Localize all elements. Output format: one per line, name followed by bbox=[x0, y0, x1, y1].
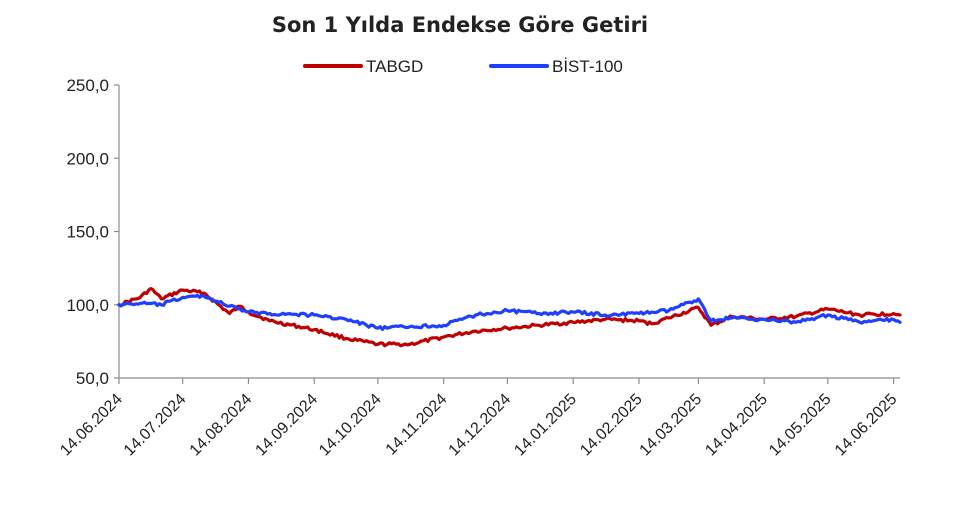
x-tick-label: 14.04.2025 bbox=[702, 391, 771, 460]
x-tick-label: 14.03.2025 bbox=[637, 391, 706, 460]
legend: TABGD BİST-100 bbox=[303, 57, 623, 76]
x-tick-label: 14.02.2025 bbox=[577, 391, 646, 460]
y-tick-label: 150,0 bbox=[66, 223, 109, 242]
y-tick-label: 100,0 bbox=[66, 296, 109, 315]
x-tick-label: 14.05.2025 bbox=[766, 391, 835, 460]
x-tick-label: 14.01.2025 bbox=[511, 391, 580, 460]
y-axis: 50,0 100,0 150,0 200,0 250,0 bbox=[66, 76, 120, 388]
x-tick-label: 14.06.2025 bbox=[832, 391, 901, 460]
x-tick-label: 14.09.2024 bbox=[252, 391, 321, 460]
x-tick-label: 14.11.2024 bbox=[383, 391, 451, 459]
series-line-bi-st-100 bbox=[117, 293, 902, 331]
x-tick-label: 14.12.2024 bbox=[446, 391, 515, 460]
x-tick-label: 14.08.2024 bbox=[187, 391, 256, 460]
legend-label-bi-st-100: BİST-100 bbox=[552, 57, 623, 76]
y-tick-label: 200,0 bbox=[66, 149, 109, 168]
x-tick-label: 14.07.2024 bbox=[121, 391, 190, 460]
series-layer bbox=[117, 287, 902, 348]
x-axis: 14.06.202414.07.202414.08.202414.09.2024… bbox=[57, 377, 901, 460]
x-tick-label: 14.06.2024 bbox=[57, 391, 126, 460]
legend-label-tabgd: TABGD bbox=[366, 57, 423, 76]
y-tick-label: 250,0 bbox=[66, 76, 109, 95]
series-line-tabgd bbox=[117, 287, 902, 348]
x-tick-label: 14.10.2024 bbox=[316, 391, 385, 460]
y-tick-label: 50,0 bbox=[76, 369, 109, 388]
chart-title: Son 1 Yılda Endekse Göre Getiri bbox=[272, 13, 648, 37]
